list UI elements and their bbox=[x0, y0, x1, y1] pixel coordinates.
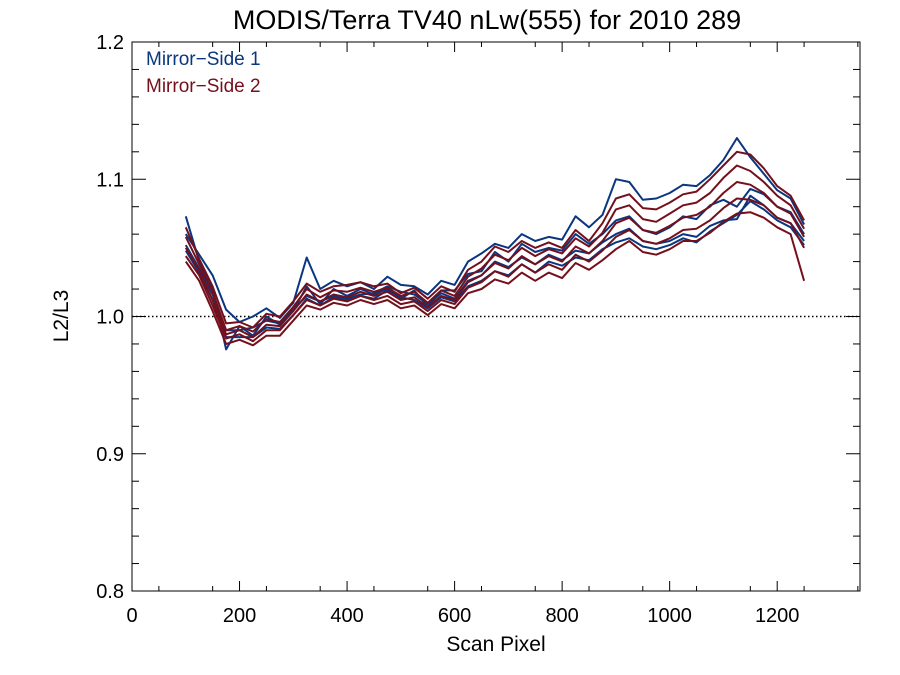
y-tick-label: 0.9 bbox=[96, 444, 124, 466]
x-tick-label: 200 bbox=[223, 605, 256, 627]
x-tick-label: 600 bbox=[438, 605, 471, 627]
series-line-mirror-side-2-5 bbox=[184, 150, 805, 329]
y-tick-label: 1.0 bbox=[96, 307, 124, 329]
series-line-mirror-side-2-8 bbox=[184, 197, 805, 343]
y-tick-label: 0.8 bbox=[96, 581, 124, 603]
x-tick-label: 400 bbox=[330, 605, 363, 627]
x-tick-label: 1200 bbox=[755, 605, 800, 627]
x-tick-label: 1000 bbox=[647, 605, 692, 627]
x-tick-label: 0 bbox=[126, 605, 137, 627]
legend-entry-1: Mirror−Side 1 bbox=[146, 49, 261, 70]
legend: Mirror−Side 1 Mirror−Side 2 bbox=[146, 49, 261, 97]
y-tick-label: 1.1 bbox=[96, 169, 124, 191]
series-line-mirror-side-1-3 bbox=[184, 194, 805, 332]
y-axis-label: L2/L3 bbox=[50, 290, 73, 343]
series-layer bbox=[184, 137, 806, 351]
legend-entry-2: Mirror−Side 2 bbox=[146, 76, 261, 97]
x-axis-label: Scan Pixel bbox=[446, 633, 545, 656]
series-line-mirror-side-2-6 bbox=[184, 164, 805, 333]
x-tick-label: 800 bbox=[545, 605, 578, 627]
chart-title: MODIS/Terra TV40 nLw(555) for 2010 289 bbox=[233, 5, 741, 35]
series-line-mirror-side-2-7 bbox=[184, 181, 805, 339]
y-tick-label: 1.2 bbox=[96, 32, 124, 54]
tick-layer: 0 200 400 600 800 1000 1200 0.8 0.9 1.0 1.1 1.2 bbox=[96, 32, 860, 627]
series-line-mirror-side-2-9 bbox=[184, 211, 806, 347]
